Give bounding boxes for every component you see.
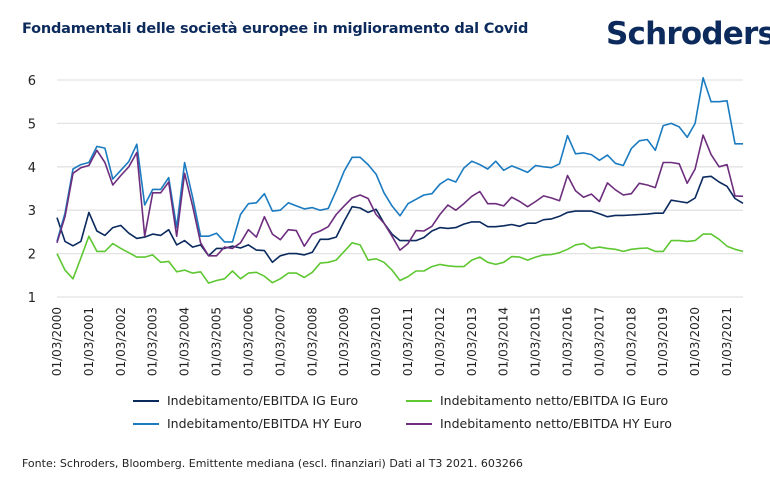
x-tick-label: 01/03/2014 xyxy=(497,307,511,376)
x-tick-label: 01/03/2004 xyxy=(178,307,192,376)
legend-item-hy-gross: Indebitamento/EBITDA HY Euro xyxy=(133,416,362,431)
x-tick-label: 01/03/2007 xyxy=(273,307,287,376)
y-tick-label: 5 xyxy=(28,117,36,132)
legend-item-ig-net: Indebitamento netto/EBITDA IG Euro xyxy=(406,393,668,408)
schroders-logo: Schroders xyxy=(606,16,770,52)
legend-swatch xyxy=(133,399,159,402)
legend-item-hy-net: Indebitamento netto/EBITDA HY Euro xyxy=(406,416,672,431)
x-tick-label: 01/03/2002 xyxy=(114,307,128,376)
source-footnote: Fonte: Schroders, Bloomberg. Emittente m… xyxy=(22,457,523,470)
x-tick-label: 01/03/2008 xyxy=(305,307,319,376)
legend-swatch xyxy=(133,422,159,425)
x-tick-label: 01/03/2013 xyxy=(465,307,479,376)
legend-swatch xyxy=(406,399,432,402)
legend-label: Indebitamento/EBITDA IG Euro xyxy=(167,393,359,408)
x-tick-label: 01/03/2017 xyxy=(592,307,606,376)
x-tick-label: 01/03/2020 xyxy=(688,307,702,376)
series-line-2 xyxy=(56,77,743,243)
x-tick-label: 01/03/2003 xyxy=(146,307,160,376)
x-tick-label: 01/03/2011 xyxy=(401,307,415,376)
series-line-1 xyxy=(56,233,744,284)
x-tick-label: 01/03/2006 xyxy=(241,307,255,376)
y-tick-label: 6 xyxy=(28,74,36,89)
x-tick-label: 01/03/2019 xyxy=(656,307,670,376)
series-line-0 xyxy=(56,175,744,264)
series-line-3 xyxy=(56,134,744,257)
x-tick-label: 01/03/2005 xyxy=(210,307,224,376)
x-tick-label: 01/03/2012 xyxy=(433,307,447,376)
x-tick-label: 01/03/2010 xyxy=(369,307,383,376)
y-tick-label: 1 xyxy=(28,291,36,306)
legend-label: Indebitamento/EBITDA HY Euro xyxy=(167,416,362,431)
x-tick-label: 01/03/2021 xyxy=(720,307,734,376)
chart-title: Fondamentali delle società europee in mi… xyxy=(22,21,529,37)
legend-swatch xyxy=(406,422,432,425)
legend-label: Indebitamento netto/EBITDA IG Euro xyxy=(440,393,669,408)
x-tick-label: 01/03/2016 xyxy=(561,307,575,376)
x-tick-label: 01/03/2018 xyxy=(624,307,638,376)
x-tick-label: 01/03/2009 xyxy=(337,307,351,376)
x-tick-label: 01/03/2001 xyxy=(82,307,96,376)
y-tick-label: 2 xyxy=(28,248,36,263)
y-tick-label: 3 xyxy=(28,204,36,219)
x-tick-label: 01/03/2000 xyxy=(50,307,64,376)
legend-item-ig-gross: Indebitamento/EBITDA IG Euro xyxy=(133,393,358,408)
x-tick-label: 01/03/2015 xyxy=(529,307,543,376)
y-tick-label: 4 xyxy=(28,161,36,176)
legend-label: Indebitamento netto/EBITDA HY Euro xyxy=(440,416,672,431)
